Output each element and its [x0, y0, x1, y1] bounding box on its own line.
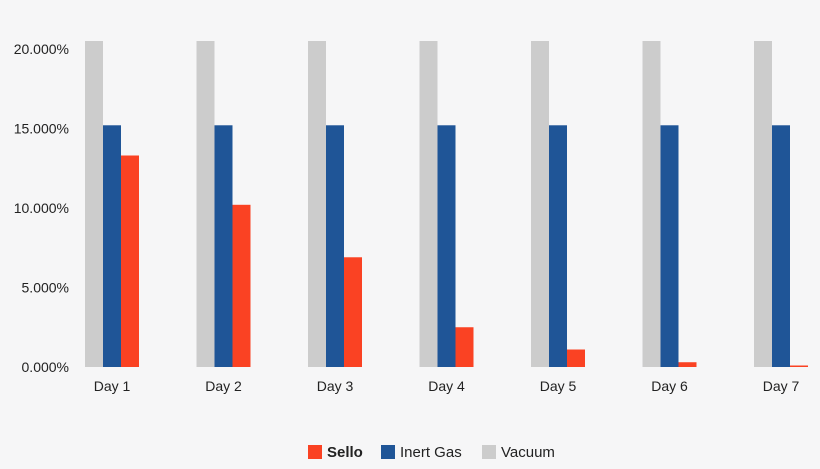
y-tick-label: 20.000% [14, 41, 69, 57]
bar-sello-5 [567, 349, 585, 367]
y-axis: 0.000% 5.000% 10.000% 15.000% 20.000% [14, 41, 69, 375]
bar-sello-2 [232, 204, 251, 367]
bar-vacuum-7 [754, 41, 772, 367]
bar-inert-gas-6 [660, 125, 679, 367]
bar-vacuum-3 [308, 41, 326, 367]
bar-vacuum-6 [642, 41, 661, 367]
bar-inert-gas-4 [437, 125, 456, 367]
y-tick-label: 15.000% [14, 120, 69, 136]
legend-swatch-inert-gas [381, 445, 395, 459]
bar-inert-gas-1 [103, 125, 121, 367]
bars [85, 41, 808, 367]
x-tick-label: Day 3 [317, 378, 354, 394]
bar-vacuum-1 [85, 41, 103, 367]
bar-vacuum-2 [196, 41, 215, 367]
bar-sello-7 [790, 365, 808, 367]
y-tick-label: 0.000% [22, 359, 69, 375]
x-tick-label: Day 4 [428, 378, 465, 394]
y-tick-label: 5.000% [22, 279, 69, 295]
y-tick-label: 10.000% [14, 200, 69, 216]
x-axis: Day 1 Day 2 Day 3 Day 4 Day 5 Day 6 Day 7 [94, 378, 800, 394]
legend-label-sello: Sello [327, 444, 363, 461]
x-tick-label: Day 1 [94, 378, 131, 394]
bar-sello-3 [344, 257, 362, 367]
bar-vacuum-5 [531, 41, 549, 367]
bar-sello-6 [678, 362, 697, 367]
legend-swatch-sello [308, 445, 322, 459]
bar-vacuum-4 [419, 41, 438, 367]
bar-inert-gas-3 [326, 125, 344, 367]
bar-inert-gas-7 [772, 125, 790, 367]
x-tick-label: Day 5 [540, 378, 577, 394]
legend-swatch-vacuum [482, 445, 496, 459]
x-tick-label: Day 2 [205, 378, 242, 394]
x-tick-label: Day 7 [763, 378, 800, 394]
bar-inert-gas-5 [549, 125, 567, 367]
legend: Sello Inert Gas Vacuum [308, 444, 555, 461]
bar-inert-gas-2 [214, 125, 233, 367]
x-tick-label: Day 6 [651, 378, 688, 394]
bar-sello-4 [455, 327, 474, 367]
legend-label-vacuum: Vacuum [501, 444, 555, 461]
bar-sello-1 [121, 155, 139, 367]
legend-label-inert-gas: Inert Gas [400, 444, 462, 461]
